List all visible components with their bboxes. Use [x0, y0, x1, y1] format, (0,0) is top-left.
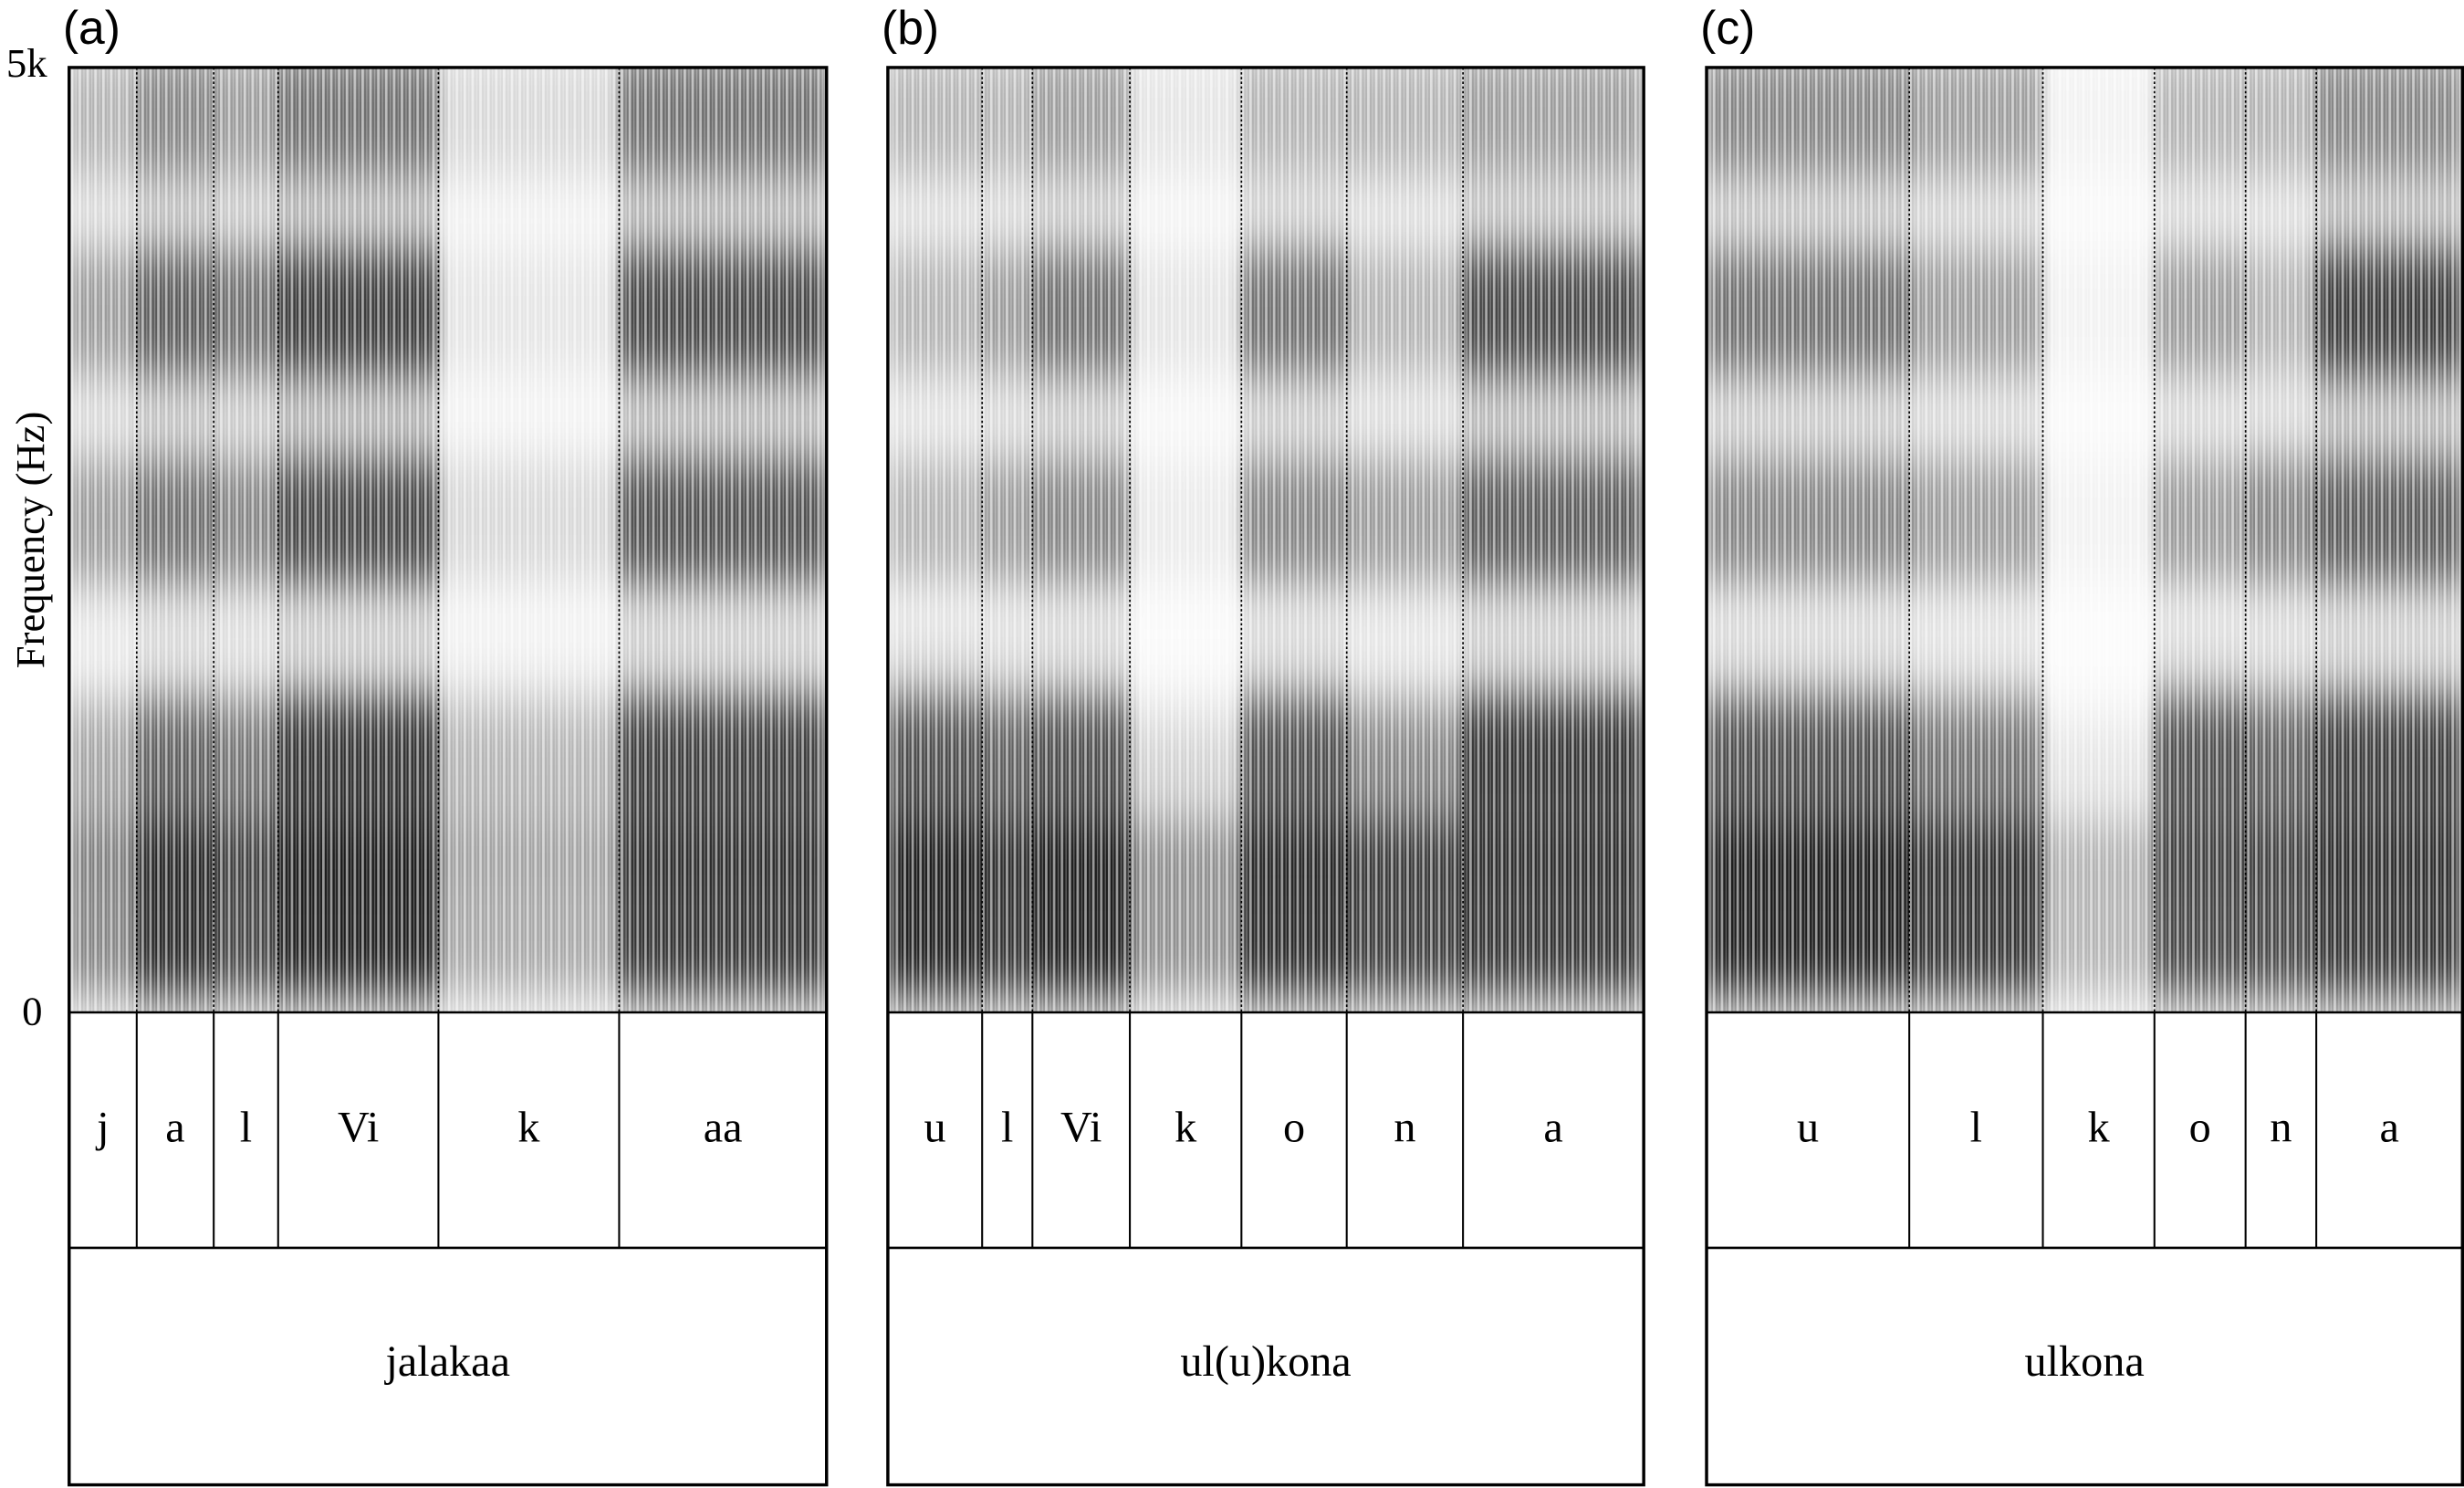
segment-label: l — [240, 1104, 252, 1152]
segment-label: o — [2189, 1104, 2211, 1152]
y-axis-label: Frequency (Hz) — [7, 412, 53, 669]
segment-label: l — [1001, 1104, 1013, 1152]
segment-label: u — [1797, 1104, 1819, 1152]
segment-label: j — [95, 1104, 109, 1152]
segment-label: n — [2270, 1104, 2292, 1152]
segment-label: a — [165, 1104, 184, 1152]
word-label: jalakaa — [384, 1337, 510, 1386]
segment-label: n — [1394, 1104, 1415, 1152]
panel-label: (a) — [63, 1, 120, 54]
segment-label: Vi — [338, 1104, 379, 1152]
panel: (a) j a l Vi k aa jalakaa — [63, 1, 829, 1487]
y-top-label: 5k — [6, 40, 47, 86]
panel: (b) u l Vi k o n a ul(u)kona — [882, 1, 1645, 1487]
panel-frame — [886, 66, 1645, 1487]
panel-frame — [1705, 66, 2464, 1487]
segment-label: aa — [704, 1104, 743, 1152]
segment-label: a — [1543, 1104, 1562, 1152]
segment-label: k — [1175, 1104, 1197, 1152]
striations — [68, 67, 827, 1013]
segment-label: o — [1283, 1104, 1305, 1152]
segment-label: l — [1970, 1104, 1982, 1152]
word-label: ulkona — [2025, 1337, 2145, 1386]
spectrogram — [68, 67, 827, 1013]
spectrogram — [887, 67, 1644, 1013]
striations — [1707, 67, 2463, 1013]
panel-frame — [68, 66, 829, 1487]
segment-label: k — [517, 1104, 540, 1152]
segment-label: k — [2088, 1104, 2111, 1152]
panel-label: (c) — [1700, 1, 1755, 54]
word-label: ul(u)kona — [1180, 1337, 1351, 1386]
y-bottom-label: 0 — [22, 989, 42, 1034]
striations — [887, 67, 1644, 1013]
spectrogram — [1707, 67, 2463, 1013]
segment-label: a — [2380, 1104, 2399, 1152]
panel-label: (b) — [882, 1, 939, 54]
segment-label: u — [924, 1104, 946, 1152]
segment-label: Vi — [1060, 1104, 1101, 1152]
